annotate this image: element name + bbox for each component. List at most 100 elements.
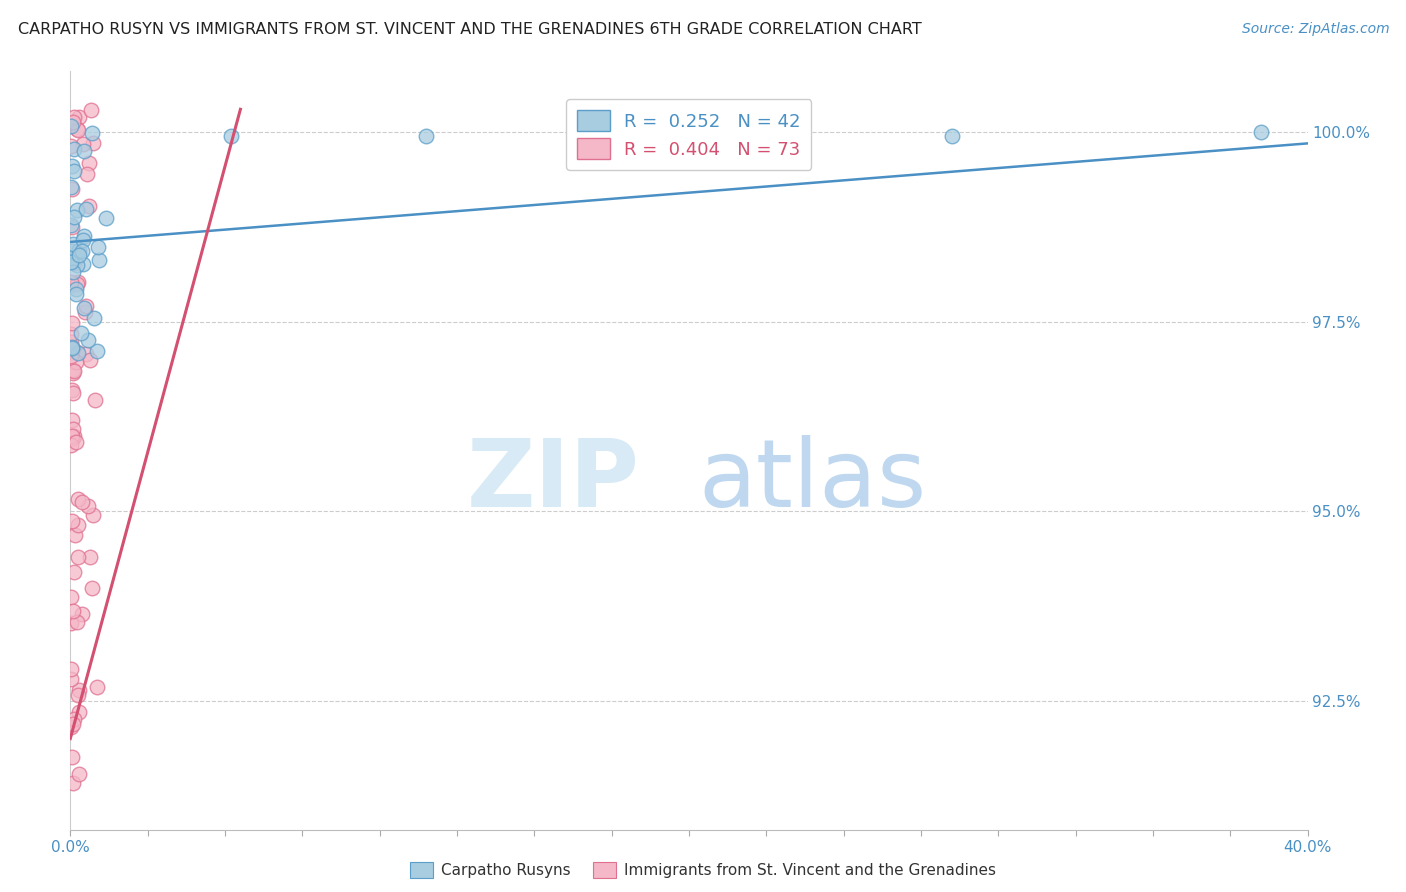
Point (82, 508, 104, 522)
Point (62, 115, 84, 129)
Point (60, 428, 83, 442)
Point (73, 144, 96, 158)
Point (86, 680, 108, 694)
Point (77, 199, 100, 213)
Point (63, 712, 86, 726)
Point (60, 749, 83, 764)
Point (59, 719, 82, 733)
Point (70, 607, 93, 622)
Point (62, 422, 84, 436)
Point (62, 717, 84, 731)
Point (60, 413, 83, 427)
Text: ZIP: ZIP (467, 434, 640, 527)
Point (67, 275, 90, 289)
Text: atlas: atlas (699, 434, 927, 527)
Point (66, 245, 89, 260)
Point (66, 258, 89, 272)
Point (77, 155, 100, 169)
Legend: R =  0.252   N = 42, R =  0.404   N = 73: R = 0.252 N = 42, R = 0.404 N = 73 (567, 99, 811, 170)
Point (66, 346, 89, 360)
Point (67, 706, 90, 720)
Point (62, 366, 84, 380)
Point (83, 310, 105, 325)
Point (60, 349, 83, 363)
Point (59, 254, 82, 268)
Point (941, 128, 963, 143)
Point (62, 431, 84, 445)
Point (82, 136, 104, 151)
Point (59, 662, 82, 676)
Point (67, 492, 90, 507)
Point (72, 257, 94, 271)
Point (94, 211, 117, 225)
Point (60, 316, 83, 330)
Point (67, 766, 90, 780)
Point (60, 341, 83, 355)
Point (62, 775, 84, 789)
Point (66, 123, 89, 137)
Point (67, 518, 90, 533)
Point (59, 278, 82, 293)
Point (63, 565, 86, 579)
Point (62, 514, 84, 528)
Point (72, 234, 94, 248)
Point (60, 340, 83, 354)
Point (73, 229, 96, 244)
Point (62, 255, 84, 269)
Point (60, 218, 83, 232)
Text: CARPATHO RUSYN VS IMMIGRANTS FROM ST. VINCENT AND THE GRENADINES 6TH GRADE CORRE: CARPATHO RUSYN VS IMMIGRANTS FROM ST. VI… (18, 22, 922, 37)
Point (77, 333, 100, 347)
Point (59, 334, 82, 349)
Point (59, 616, 82, 631)
Point (65, 355, 87, 369)
Point (65, 434, 87, 449)
Point (60, 384, 83, 398)
Point (63, 111, 86, 125)
Point (62, 236, 84, 251)
Point (62, 246, 84, 260)
Point (87, 240, 110, 254)
Point (62, 362, 84, 376)
Point (59, 438, 82, 452)
Point (60, 220, 83, 235)
Point (59, 254, 82, 268)
Point (415, 128, 437, 143)
Point (60, 244, 83, 258)
Point (67, 243, 90, 257)
Point (76, 167, 98, 181)
Point (72, 495, 94, 509)
Point (73, 301, 96, 315)
Point (83, 392, 105, 407)
Point (62, 265, 84, 279)
Point (82, 581, 104, 595)
Point (80, 126, 103, 140)
Point (66, 121, 89, 136)
Point (66, 202, 89, 217)
Point (89, 252, 111, 267)
Point (59, 180, 82, 194)
Point (62, 364, 84, 378)
Point (59, 119, 82, 133)
Point (60, 139, 83, 153)
Point (219, 128, 242, 143)
Point (75, 347, 97, 361)
Point (62, 163, 84, 178)
Point (63, 142, 86, 156)
Point (59, 275, 82, 289)
Text: Source: ZipAtlas.com: Source: ZipAtlas.com (1241, 22, 1389, 37)
Point (67, 248, 90, 262)
Point (63, 429, 86, 443)
Point (59, 673, 82, 687)
Point (75, 202, 97, 216)
Point (62, 386, 84, 401)
Legend: Carpatho Rusyns, Immigrants from St. Vincent and the Grenadines: Carpatho Rusyns, Immigrants from St. Vin… (404, 856, 1002, 884)
Point (80, 103, 103, 117)
Point (66, 345, 89, 359)
Point (60, 182, 83, 196)
Point (65, 282, 87, 296)
Point (66, 550, 89, 565)
Point (67, 110, 90, 124)
Point (79, 353, 101, 368)
Point (69, 326, 91, 340)
Point (63, 254, 86, 268)
